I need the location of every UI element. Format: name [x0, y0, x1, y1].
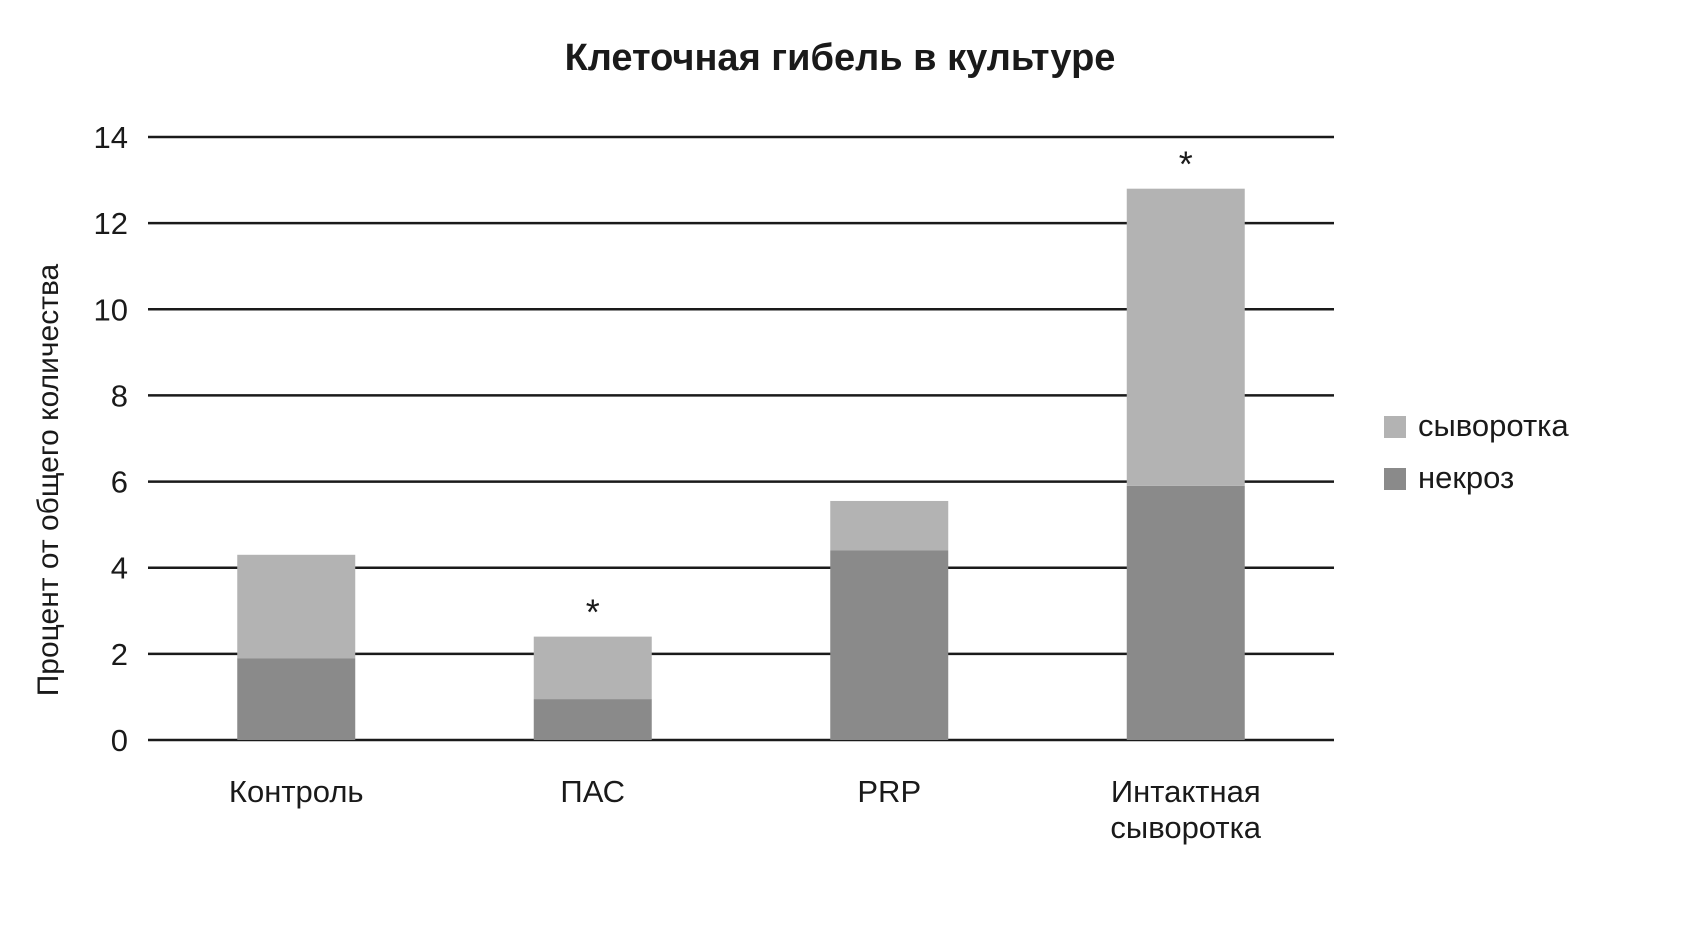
category-label: ПАС: [560, 774, 625, 809]
chart-title: Клеточная гибель в культуре: [565, 37, 1116, 79]
bar-segment: [237, 658, 356, 740]
bar-segment: [237, 554, 356, 659]
y-tick-label: 4: [111, 551, 128, 586]
bar-segment: [533, 636, 652, 700]
category-label: Интактная: [1111, 774, 1261, 809]
legend-label: сыворотка: [1418, 408, 1569, 443]
significance-asterisk: *: [1179, 144, 1193, 185]
y-tick-label: 2: [111, 637, 128, 672]
y-tick-label: 14: [94, 120, 128, 155]
bar-segment: [1126, 485, 1245, 740]
y-axis-label: Процент от общего количества: [32, 263, 65, 696]
significance-markers: **: [586, 144, 1193, 633]
bar-segment: [1126, 188, 1245, 486]
y-tick-label: 10: [94, 292, 128, 327]
legend: сыворотка некроз: [1384, 408, 1569, 495]
category-label: PRP: [857, 774, 921, 809]
y-tick-label: 0: [111, 723, 128, 758]
legend-label: некроз: [1418, 460, 1514, 495]
bar-segment: [830, 500, 949, 551]
y-tick-label: 6: [111, 465, 128, 500]
category-label: Контроль: [229, 774, 364, 809]
y-tick-labels: 0 2 4 6 8 10 12 14: [94, 120, 128, 758]
y-tick-label: 8: [111, 378, 128, 413]
bar-segment: [533, 699, 652, 740]
y-tick-label: 12: [94, 206, 128, 241]
bars: [237, 188, 1245, 740]
bar-segment: [830, 550, 949, 740]
legend-swatch: [1384, 468, 1406, 490]
category-label: сыворотка: [1110, 810, 1261, 845]
legend-swatch: [1384, 416, 1406, 438]
significance-asterisk: *: [586, 592, 600, 633]
